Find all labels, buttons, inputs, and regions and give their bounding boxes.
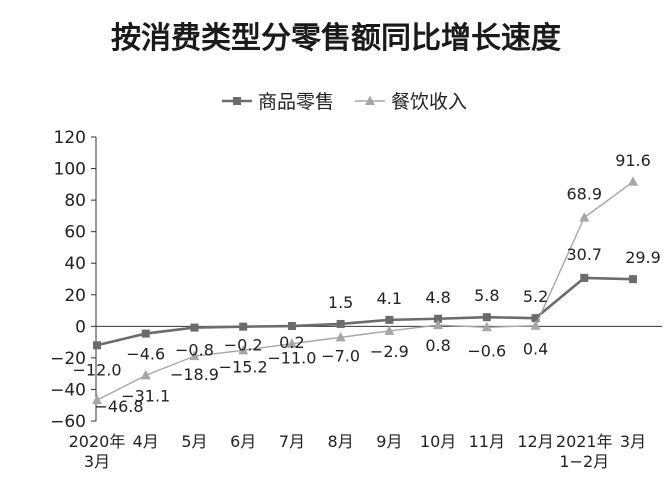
point-marker-triangle [384,325,395,335]
legend-label: 餐饮收入 [391,91,467,113]
data-label: 0.2 [279,333,304,352]
x-tick-label-line: 2021年 [556,432,613,451]
point-marker-triangle [433,319,444,330]
x-tick-label-line: 6月 [230,432,256,451]
series-catering [92,176,638,405]
x-tick-label-line: 1−2月 [559,452,609,471]
data-label: 30.7 [566,245,602,264]
data-label: 5.2 [523,287,548,306]
data-label: 0.4 [523,340,548,359]
data-label: 1.5 [328,293,353,312]
x-tick-label: 9月 [376,432,402,451]
x-tick-label: 2020年 3月 [69,432,126,471]
point-marker-square [336,319,345,328]
y-tick-label: 60 [64,223,86,243]
point-marker-square [629,275,637,284]
data-label: −0.2 [224,336,263,355]
data-label: −11.0 [267,349,316,368]
x-tick-label-line: 3月 [620,432,646,451]
series-line [96,181,634,401]
data-label: −0.8 [175,341,214,360]
x-tick-label: 2021年 1−2月 [556,432,613,471]
point-marker-square [385,315,394,324]
point-marker-triangle [530,320,541,330]
data-label: −15.2 [219,357,268,376]
data-label: 5.8 [474,286,499,305]
data-label: 29.9 [625,248,661,267]
data-label: 91.6 [615,151,651,170]
x-tick-label: 11月 [469,432,505,451]
y-tick-label: 120 [54,128,86,148]
point-marker-square [141,329,150,338]
x-tick-label: 5月 [181,432,207,451]
point-marker-triangle [92,394,102,405]
point-marker-square [239,322,248,331]
point-marker-triangle [365,95,375,105]
series-goods [93,273,637,350]
point-marker-triangle [628,176,638,186]
point-marker-triangle [238,344,249,355]
data-label: −2.9 [370,342,409,361]
point-marker-triangle [189,350,200,361]
x-tick-label-line: 8月 [328,432,354,451]
series-line [96,276,634,347]
data-label: −4.6 [126,345,165,364]
x-tick-label-line: 10月 [420,432,456,451]
point-marker-square [190,323,199,332]
x-tick-label: 12月 [517,432,553,451]
x-tick-label-line: 7月 [279,432,305,451]
y-tick-label: 0 [75,317,86,337]
data-label: 4.8 [425,288,450,307]
x-tick-label-line: 4月 [133,432,159,451]
point-marker-square [580,273,589,282]
point-marker-square [287,322,296,331]
y-tick-label: −20 [50,349,86,369]
x-tick-label-line: 2020年 [69,432,126,451]
point-marker-square [93,341,101,350]
point-marker-square [531,314,540,323]
x-tick-label: 3月 [620,432,646,451]
data-label: −12.0 [72,360,121,379]
point-marker-square [233,97,241,105]
x-tick-label: 6月 [230,432,256,451]
x-tick-label-line: 3月 [84,452,110,471]
data-label: −0.6 [467,341,506,360]
y-tick-label: −60 [50,412,86,432]
chart-title: 按消费类型分零售额同比增长速度 [111,21,561,56]
x-tick-label-line: 11月 [469,432,505,451]
data-label: −18.9 [170,365,219,384]
legend: 商品零售 餐饮收入 [222,91,467,113]
data-label: 0.8 [425,336,450,355]
y-tick-label: 80 [64,191,86,211]
x-tick-label: 7月 [279,432,305,451]
y-tick-label: 100 [54,160,86,180]
data-label: −46.8 [94,397,143,416]
x-tick-label: 8月 [328,432,354,451]
data-label: −31.1 [121,386,170,405]
y-tick-label: −40 [50,380,86,400]
point-marker-triangle [286,338,297,348]
data-label: −7.0 [321,346,360,365]
data-label: 4.1 [377,289,402,308]
x-tick-label-line: 5月 [181,432,207,451]
x-tick-label-line: 9月 [376,432,402,451]
legend-label: 商品零售 [258,91,334,113]
point-marker-triangle [579,212,590,222]
x-tick-label: 10月 [420,432,456,451]
point-marker-square [434,314,443,323]
point-marker-triangle [481,321,492,332]
x-tick-label-line: 12月 [517,432,553,451]
point-marker-triangle [140,369,151,380]
data-label: 68.9 [566,185,602,204]
y-tick-label: 40 [64,254,86,274]
point-marker-triangle [335,331,346,342]
point-marker-square [482,313,491,322]
x-tick-label: 4月 [133,432,159,451]
y-tick-label: 20 [64,286,86,306]
